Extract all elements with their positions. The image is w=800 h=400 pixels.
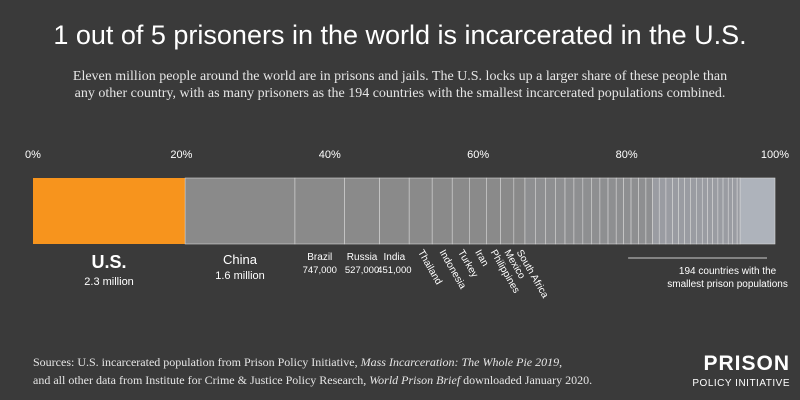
category-label: Brazil	[307, 252, 332, 263]
bar-segment	[638, 177, 647, 245]
bar-segment	[524, 177, 536, 245]
category-label: U.S.	[92, 252, 127, 272]
bar-segment	[564, 177, 575, 245]
bar-segment	[184, 177, 296, 245]
bar-segment	[408, 177, 433, 245]
logo: PRISON	[703, 352, 790, 375]
bar-segment	[672, 177, 679, 245]
bar-segment	[451, 177, 470, 245]
bar-segment	[712, 177, 719, 245]
bar-segment	[615, 177, 624, 245]
x-tick-label: 80%	[616, 149, 638, 161]
bar-segment	[645, 177, 653, 245]
bar-segment	[727, 177, 734, 245]
bar-segment	[696, 177, 703, 245]
bar-segment	[739, 177, 776, 245]
bar-segment	[707, 177, 713, 245]
category-label: China	[223, 252, 258, 267]
x-tick-label: 100%	[761, 149, 789, 161]
bar-segment	[431, 177, 453, 245]
value-label: 527,000	[345, 265, 379, 276]
subtitle: any other country, with as many prisoner…	[75, 86, 726, 101]
bar-segment	[717, 177, 724, 245]
bar-segment	[599, 177, 609, 245]
bar-segment	[379, 177, 410, 245]
x-tick-label: 20%	[170, 149, 192, 161]
source-text: and all other data from Institute for Cr…	[33, 373, 369, 387]
source-title: World Prison Brief	[369, 373, 462, 387]
bar-segment	[294, 177, 345, 245]
bar-segment	[623, 177, 632, 245]
bar-segment	[736, 177, 741, 245]
category-label: Russia	[347, 252, 378, 263]
bar-segment	[486, 177, 501, 245]
bar-segment	[678, 177, 685, 245]
sources: Sources: U.S. incarcerated population fr…	[33, 355, 562, 369]
source-text: downloaded January 2020.	[460, 373, 592, 387]
x-tick-label: 60%	[467, 149, 489, 161]
category-label-box: 194 countries with the smallest prison p…	[667, 266, 788, 290]
logo: POLICY INITIATIVE	[692, 378, 790, 389]
value-label: 2.3 million	[84, 276, 134, 288]
bar-segment	[33, 178, 186, 244]
category-label: India	[384, 252, 406, 263]
bar-segment	[500, 177, 515, 245]
value-label: 1.6 million	[215, 270, 265, 282]
bar-segment	[658, 177, 667, 245]
bar-segment	[607, 177, 617, 245]
subtitle: Eleven million people around the world a…	[73, 69, 727, 84]
source-text: Sources: U.S. incarcerated population fr…	[33, 355, 361, 369]
bar-segment	[573, 177, 584, 245]
bar-segment	[701, 177, 708, 245]
bar-segment	[582, 177, 593, 245]
bar-segment	[732, 177, 738, 245]
value-label: 747,000	[303, 265, 337, 276]
source-title: Mass Incarceration: The Whole Pie 2019	[360, 355, 560, 369]
chart-title: 1 out of 5 prisoners in the world is inc…	[53, 20, 746, 50]
bar-segment	[468, 177, 487, 245]
bar-segment	[591, 177, 601, 245]
source-text: ,	[559, 355, 562, 369]
category-label: 194 countries with the smallest prison p…	[667, 266, 788, 290]
bar-segment	[690, 177, 697, 245]
bar-segment	[630, 177, 639, 245]
bar-segment	[722, 177, 729, 245]
bar-segment	[545, 177, 556, 245]
bar-segment	[665, 177, 673, 245]
sources: and all other data from Institute for Cr…	[33, 373, 592, 387]
bar-segment	[652, 177, 660, 245]
x-tick-label: 0%	[25, 149, 41, 161]
bar-segment	[513, 177, 526, 245]
bar-segment	[684, 177, 691, 245]
bar-segment	[535, 177, 547, 245]
value-label: 451,000	[377, 265, 411, 276]
bar-segment	[555, 177, 566, 245]
bar-segment	[344, 177, 380, 245]
x-tick-label: 40%	[319, 149, 341, 161]
